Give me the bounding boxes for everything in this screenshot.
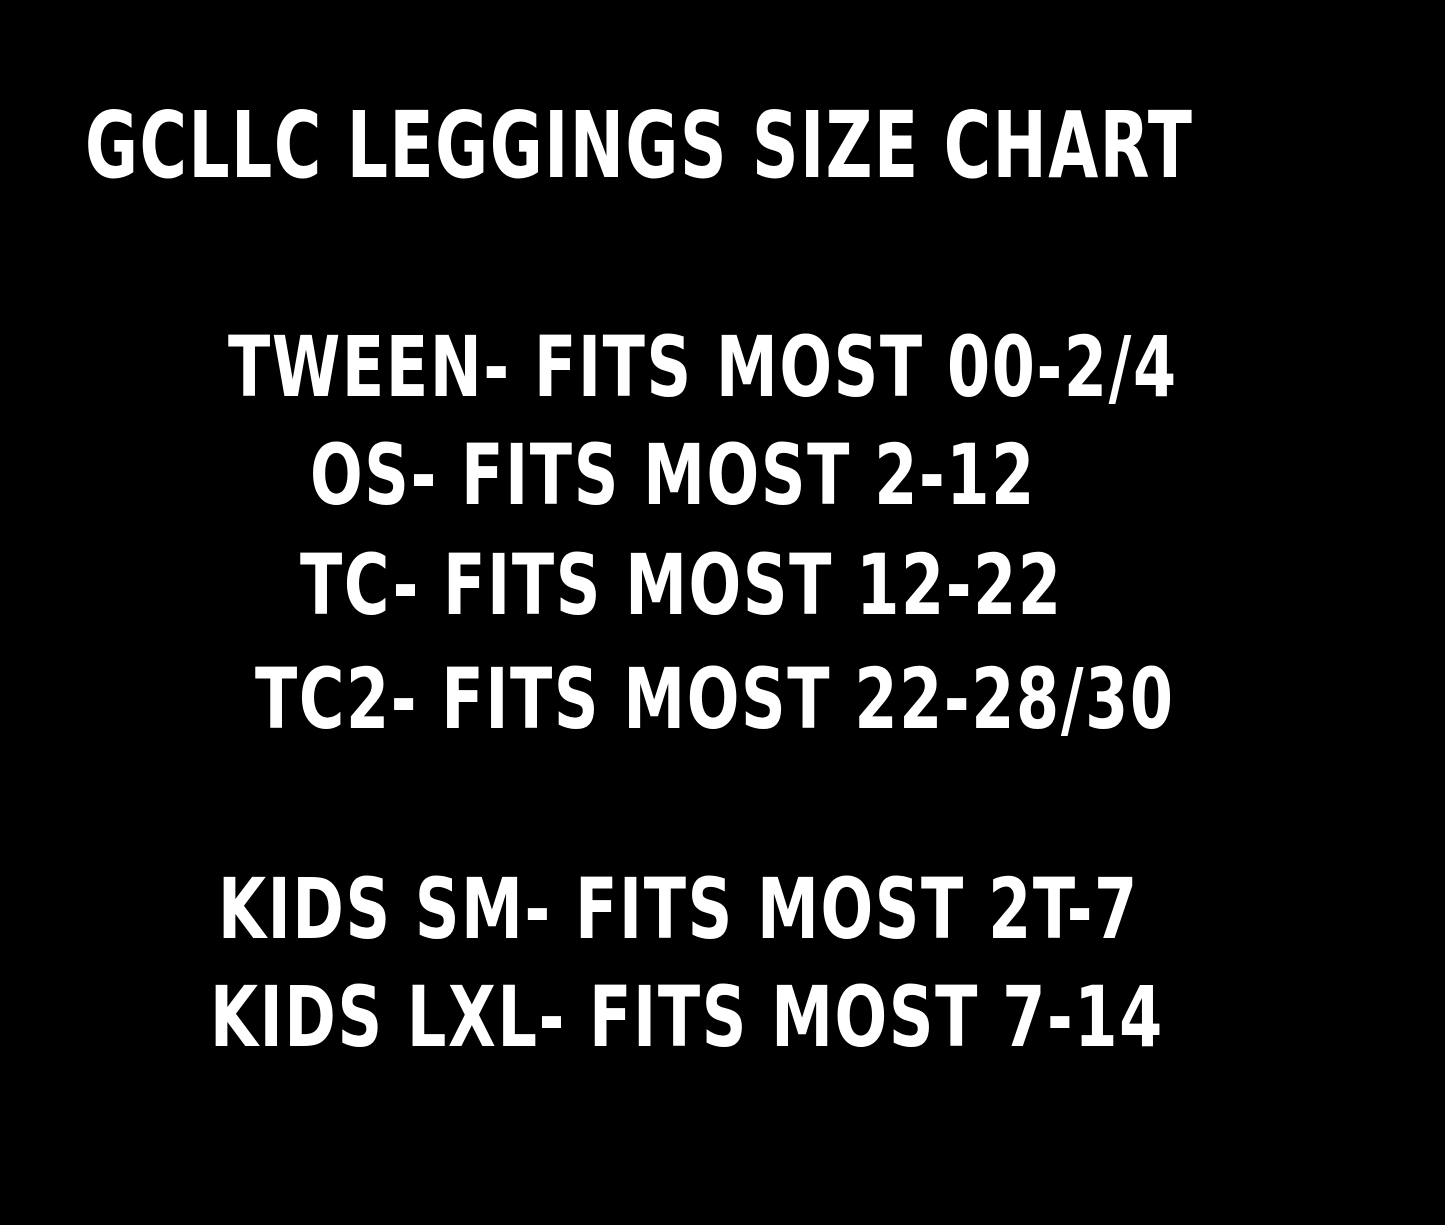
size-line-os: OS- FITS MOST 2-12 xyxy=(310,426,1036,524)
size-line-kids-sm: KIDS SM- FITS MOST 2T-7 xyxy=(218,860,1139,958)
size-line-tween: TWEEN- FITS MOST 00-2/4 xyxy=(228,318,1178,416)
size-line-tc2: TC2- FITS MOST 22-28/30 xyxy=(255,650,1175,748)
size-line-kids-lxl: KIDS LXL- FITS MOST 7-14 xyxy=(210,968,1164,1066)
page-title: GCLLC LEGGINGS SIZE CHART xyxy=(85,92,1194,199)
size-line-tc: TC- FITS MOST 12-22 xyxy=(300,536,1063,634)
